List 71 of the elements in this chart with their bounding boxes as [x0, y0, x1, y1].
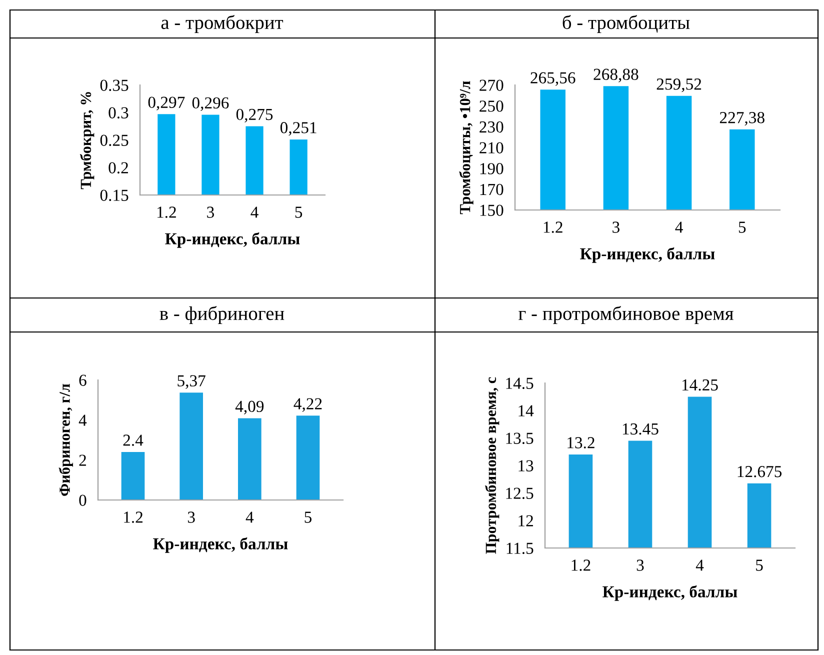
y-tick-label: 12.5	[506, 488, 534, 500]
x-tick-label: 1.2	[572, 560, 590, 571]
y-axis-title: Фибриноген, г/л	[58, 384, 73, 496]
y-tick-label: 230	[480, 121, 504, 133]
data-label: 0,251	[280, 122, 316, 136]
bar	[296, 416, 320, 500]
data-label: 4,22	[294, 398, 322, 412]
y-tick-label: 0.2	[108, 162, 128, 174]
y-tick-label: 13.5	[506, 432, 534, 444]
y-tick-label: 2	[79, 454, 86, 466]
y-tick-label: 190	[480, 163, 504, 174]
x-tick-label: 3	[636, 560, 644, 571]
data-label: 227,38	[720, 112, 764, 126]
data-label: 0,275	[236, 108, 273, 122]
x-tick-label: 5	[756, 560, 763, 571]
x-tick-label: 3	[207, 206, 214, 218]
x-tick-label: 5	[304, 512, 312, 523]
bar	[121, 452, 145, 500]
y-axis-title: Протромбиновое время, с	[484, 377, 500, 554]
data-label: 13.45	[622, 423, 658, 435]
data-label: 5,37	[178, 375, 206, 389]
y-tick-label: 150	[480, 204, 504, 216]
y-tick-label: 250	[480, 100, 504, 112]
data-label: 13.2	[568, 437, 594, 448]
chart-title: а - тромбокрит	[161, 14, 284, 34]
x-axis-title: Кр-индекс, баллы	[153, 537, 288, 553]
x-tick-label: 1.2	[544, 222, 562, 233]
y-tick-label: 0.25	[100, 134, 128, 146]
data-label: 259,52	[656, 78, 702, 92]
x-axis-title: Кр-индекс, баллы	[165, 232, 300, 248]
x-tick-label: 1.2	[124, 512, 142, 523]
bar	[180, 392, 203, 500]
y-tick-label: 14	[518, 405, 534, 416]
y-tick-label: 170	[480, 184, 504, 196]
data-label: 2.4	[123, 434, 144, 446]
data-label: 12.675	[738, 466, 782, 478]
y-tick-label: 11.5	[506, 542, 534, 554]
y-tick-label: 12	[518, 515, 533, 526]
y-tick-label: 0.3	[108, 107, 128, 119]
x-tick-label: 3	[188, 512, 195, 523]
x-tick-label: 5	[738, 222, 746, 233]
x-tick-label: 5	[295, 206, 302, 218]
chart-title: г - протромбиновое время	[518, 306, 734, 324]
data-label: 0,296	[192, 97, 229, 111]
data-label: 265,56	[530, 72, 576, 86]
x-tick-label: 3	[612, 222, 620, 233]
y-tick-label: 14.5	[506, 378, 534, 390]
x-tick-label: 4	[250, 206, 258, 218]
bar	[238, 418, 262, 500]
x-axis-title: Кр-индекс, баллы	[602, 585, 738, 601]
data-label: 268,88	[594, 68, 638, 82]
x-tick-label: 4	[696, 560, 704, 571]
chart-title: в - фибриноген	[160, 306, 284, 324]
x-tick-label: 4	[675, 222, 683, 233]
y-tick-label: 0.15	[100, 190, 128, 202]
y-tick-label: 13	[518, 460, 534, 472]
chart-title: б - тромбоциты	[562, 14, 690, 34]
x-tick-label: 1.2	[157, 206, 176, 218]
y-tick-label: 6	[79, 374, 86, 386]
y-tick-label: 210	[480, 142, 504, 154]
data-label: 0,297	[148, 96, 185, 110]
y-tick-label: 270	[480, 80, 504, 91]
y-axis-title: Трмбокрит, %	[80, 92, 94, 190]
x-axis-title: Кр-индекс, баллы	[580, 247, 715, 263]
y-tick-label: 4	[78, 414, 87, 426]
x-tick-label: 4	[246, 512, 254, 523]
y-axis-title: Тромбоциты, •10⁹/л	[459, 81, 474, 214]
y-tick-label: 0	[79, 494, 86, 506]
data-label: 4,09	[235, 400, 264, 414]
data-label: 14.25	[682, 379, 718, 391]
y-tick-label: 0.35	[100, 80, 128, 92]
